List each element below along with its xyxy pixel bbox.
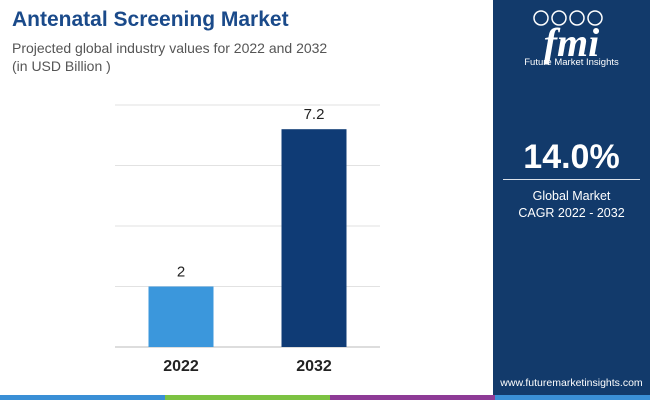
data-label-2022: 2: [177, 264, 185, 281]
medical-icon: [551, 10, 567, 26]
cagr-label: Global Market CAGR 2022 - 2032: [493, 188, 650, 222]
stripe-segment: [0, 395, 165, 400]
cagr-value: 14.0%: [523, 138, 620, 176]
bars: [148, 129, 347, 347]
data-labels: 27.2: [177, 106, 325, 280]
fmi-logo: fmi: [533, 10, 603, 65]
x-tick-labels: 2022 2032: [163, 358, 332, 375]
cagr-label-line1: Global Market: [532, 189, 611, 203]
cagr-divider: [503, 179, 640, 180]
company-name: Future Market Insights: [524, 57, 619, 68]
page-title: Antenatal Screening Market: [12, 8, 289, 31]
bar-chart: 27.2 2022 2032: [115, 104, 380, 375]
bar-2022: [148, 286, 214, 347]
rocket-icon: [533, 10, 549, 26]
gear-icon: [587, 10, 603, 26]
logo-text: fmi: [544, 20, 600, 65]
cagr-label-line2: CAGR 2022 - 2032: [518, 206, 625, 220]
logo-icons: [533, 10, 603, 26]
page-subtitle: Projected global industry values for 202…: [12, 40, 328, 56]
x-tick-2022: 2022: [163, 358, 199, 375]
sidebar-panel: fmi Future Market Insights 14.0% Global …: [493, 0, 650, 400]
bar-2032: [281, 129, 347, 347]
unit-label: (in USD Billion ): [12, 58, 111, 74]
stripe-segment: [330, 395, 495, 400]
stripe-segment: [165, 395, 330, 400]
website-link[interactable]: www.futuremarketinsights.com: [500, 377, 643, 389]
bottom-color-stripe: [0, 395, 650, 400]
data-label-2032: 7.2: [304, 106, 325, 123]
stripe-segment: [495, 395, 650, 400]
analytics-icon: [569, 10, 585, 26]
x-tick-2032: 2032: [296, 358, 332, 375]
